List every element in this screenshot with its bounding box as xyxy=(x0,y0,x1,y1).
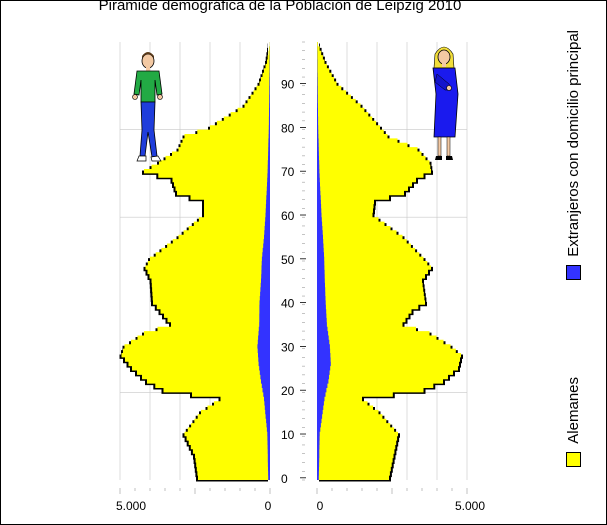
germans-right-area xyxy=(317,42,461,480)
legend-item-germans: Alemanes xyxy=(565,377,582,467)
age-tick-label: 20 xyxy=(281,384,295,398)
age-tick-label: 50 xyxy=(281,253,295,267)
age-tick-label: 40 xyxy=(281,297,295,311)
female-panel xyxy=(316,42,468,494)
legend-swatch-germans xyxy=(566,451,581,467)
x-tick-label: 0 xyxy=(265,499,272,513)
foreigners-right-area xyxy=(317,42,331,480)
male-figure-icon xyxy=(132,52,163,162)
chart-title: Pirámide demográfica de la Población de … xyxy=(98,0,462,14)
legend-label-germans: Alemanes xyxy=(565,377,582,444)
male-panel xyxy=(119,42,271,494)
legend-label-foreigners: Extranjeros con domicilio principal xyxy=(565,30,582,257)
age-tick-label: 80 xyxy=(281,121,295,135)
age-tick-label: 60 xyxy=(281,209,295,223)
age-tick-label: 0 xyxy=(281,472,288,486)
age-tick-label: 10 xyxy=(281,428,295,442)
legend-item-foreigners: Extranjeros con domicilio principal xyxy=(565,30,582,280)
age-tick-label: 70 xyxy=(281,165,295,179)
legend-swatch-foreigners xyxy=(566,264,581,280)
germans-left-area xyxy=(121,42,270,480)
x-tick-label: 5.000 xyxy=(455,499,485,513)
age-tick-label: 30 xyxy=(281,340,295,354)
x-axis: 5.000 0 0 5.000 xyxy=(116,499,485,513)
age-tick-label: 90 xyxy=(281,78,295,92)
foreigners-left-area xyxy=(257,42,270,480)
x-tick-label: 0 xyxy=(317,499,324,513)
female-figure-icon xyxy=(432,46,459,160)
x-tick-label: 5.000 xyxy=(116,499,146,513)
age-axis: 0 10 20 30 40 50 60 70 80 90 xyxy=(281,41,306,486)
